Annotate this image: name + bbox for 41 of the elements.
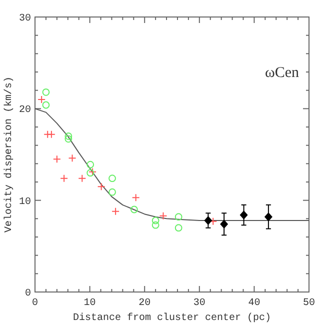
point (88, 168, 97, 176)
x-tick-label: 10 (84, 298, 96, 309)
point (264, 212, 272, 222)
y-tick-label: 10 (18, 196, 31, 208)
point (240, 210, 248, 220)
point (60, 174, 68, 182)
point (64, 132, 72, 140)
point (64, 135, 72, 143)
point (97, 182, 106, 191)
point (130, 206, 138, 214)
point (174, 213, 182, 221)
point (78, 174, 86, 182)
point (108, 174, 116, 182)
x-tick-label: 0 (32, 298, 38, 309)
x-tick-label: 30 (193, 298, 206, 309)
y-tick-label: 20 (18, 105, 31, 116)
point (47, 130, 56, 138)
annotation: ωCen (264, 65, 300, 81)
point (42, 88, 50, 96)
point (174, 224, 182, 232)
y-tick-label: 30 (18, 14, 31, 24)
point (159, 212, 168, 220)
point (220, 220, 228, 229)
x-tick-label: 50 (302, 298, 316, 309)
y-axis-title: Velocity dispersion (km/s) (3, 76, 15, 233)
x-axis-title: Distance from cluster center (pc) (72, 312, 272, 324)
y-tick-label: 0 (24, 288, 31, 300)
point (108, 188, 116, 196)
point (86, 169, 94, 177)
point (112, 207, 120, 216)
point (68, 154, 76, 162)
x-tick-label: 20 (138, 298, 151, 309)
point (152, 221, 160, 229)
point (152, 216, 160, 224)
point (38, 96, 46, 104)
point (42, 101, 50, 109)
x-tick-label: 40 (248, 298, 260, 309)
point (52, 155, 61, 164)
point (86, 160, 94, 168)
point (204, 216, 212, 225)
point (132, 194, 140, 202)
